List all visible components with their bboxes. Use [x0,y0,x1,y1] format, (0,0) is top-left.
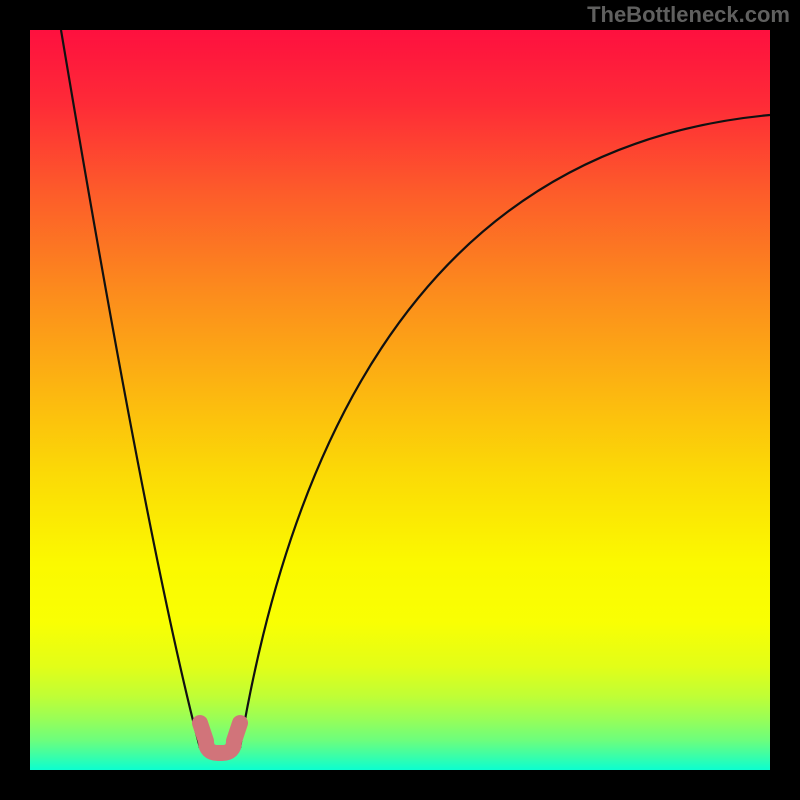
chart-svg [30,30,770,770]
watermark-text: TheBottleneck.com [587,2,790,28]
plot-area [30,30,770,770]
plot-background [30,30,770,770]
chart-frame: TheBottleneck.com [0,0,800,800]
